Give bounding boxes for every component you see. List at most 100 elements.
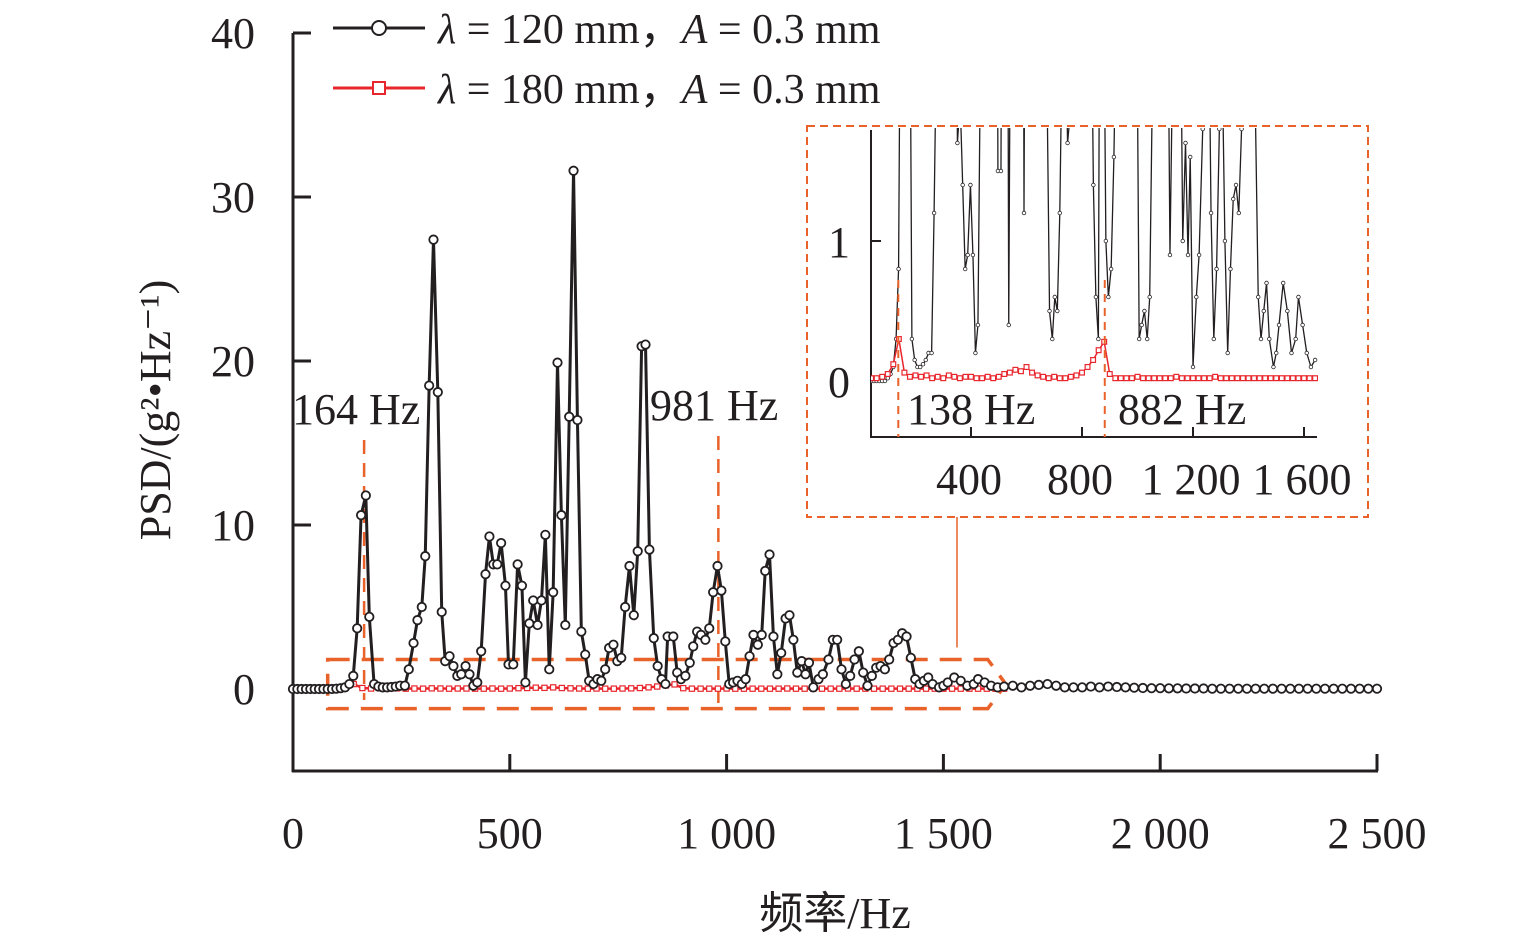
inset-series-120mm-point — [968, 182, 973, 188]
series-120mm-point — [616, 652, 627, 663]
series-180mm-point — [558, 684, 566, 692]
inset-series-180mm-point — [879, 373, 886, 380]
inset-series-120mm-point — [1258, 336, 1264, 342]
inset-series-180mm-point — [1012, 366, 1019, 373]
series-120mm-point — [1077, 682, 1088, 693]
inset-series-120mm-point — [962, 266, 968, 272]
inset-series-180mm-point — [1256, 375, 1263, 382]
series-120mm-point — [942, 677, 953, 688]
inset-series-120mm-point — [1225, 350, 1230, 356]
series-120mm-point — [1111, 681, 1122, 693]
zoom-region-box — [325, 657, 1008, 711]
series-120mm-point — [1189, 683, 1200, 694]
inset-series-120mm-point — [1228, 266, 1233, 272]
inset-series-120mm-line — [871, 128, 1316, 382]
inset-y-tick-label: 0 — [828, 358, 850, 407]
inset-series-180mm-point — [1067, 373, 1074, 380]
series-180mm-point — [818, 685, 826, 692]
series-120mm-point — [1068, 682, 1079, 693]
series-120mm-point — [532, 619, 543, 631]
inset-series-120mm-point — [1220, 57, 1224, 61]
inset-series-180mm-point — [1184, 375, 1191, 382]
series-120mm-point — [716, 585, 727, 596]
series-120mm-point — [1016, 682, 1027, 693]
series-120mm-point — [1129, 682, 1140, 693]
inset-series-180mm-point — [1140, 375, 1147, 382]
series-120mm-point — [1293, 683, 1305, 694]
series-120mm-point — [608, 639, 619, 650]
series-120mm-point — [1172, 683, 1183, 694]
legend-marker-circle — [371, 20, 387, 36]
inset-series-120mm-point — [1261, 308, 1266, 314]
inset-series-120mm-point — [1103, 238, 1109, 244]
inset-series-120mm-point — [1217, 128, 1222, 132]
series-120mm-point — [720, 636, 731, 647]
series-120mm-point — [364, 611, 375, 622]
inset-y-tick-label: 1 — [828, 218, 850, 267]
series-120mm-point — [1137, 682, 1148, 694]
inset-series-180mm-point — [1300, 375, 1307, 382]
y-axis-label: PSD/(g²•Hz⁻¹) — [131, 280, 180, 541]
series-180mm-point — [497, 685, 505, 692]
inset-series-180mm-point — [1262, 375, 1269, 382]
inset-series-180mm-point — [1206, 375, 1213, 382]
series-180mm-point — [463, 685, 470, 692]
inset-series-180mm-point — [945, 372, 952, 379]
inset-series-180mm-point — [1178, 375, 1185, 382]
inset-series-180mm-point — [884, 371, 891, 378]
inset-series-180mm-point — [1045, 375, 1052, 382]
legend-amplitude-symbol: A — [679, 67, 708, 113]
inset-series-180mm-point — [956, 375, 963, 382]
series-120mm-point — [1215, 683, 1227, 694]
series-120mm-point — [1328, 683, 1339, 694]
series-120mm-point — [355, 510, 367, 521]
inset-series-120mm-point — [1057, 210, 1062, 216]
inset-series-120mm-point — [923, 357, 928, 363]
inset-series-120mm-point — [909, 336, 915, 342]
series-120mm-point — [568, 165, 579, 176]
series-120mm-point — [740, 674, 751, 685]
series-120mm-point — [800, 669, 811, 680]
inset-series-180mm-point — [1134, 373, 1141, 380]
series-120mm-point — [492, 559, 503, 570]
series-120mm-point — [1241, 683, 1253, 694]
series-120mm-point — [572, 414, 583, 426]
inset-series-180mm-point — [1195, 375, 1202, 382]
series-120mm-point — [756, 629, 767, 640]
series-120mm-point — [700, 634, 711, 645]
inset-series-120mm-point — [1156, 1, 1160, 5]
inset-series-180mm-point — [962, 373, 969, 380]
inset-series-120mm-point — [973, 350, 978, 356]
x-tick-label: 1 500 — [894, 809, 993, 858]
series-180mm-point — [758, 685, 765, 692]
series-120mm-point — [955, 675, 966, 686]
series-120mm-point — [632, 546, 643, 557]
inset-series-120mm-point — [1196, 252, 1202, 258]
series-180mm-point — [671, 681, 678, 688]
series-180mm-point — [567, 685, 574, 692]
series-120mm-point — [764, 549, 775, 560]
inset-series-120mm-point — [1139, 322, 1144, 328]
y-tick-label: 0 — [233, 665, 255, 714]
series-180mm-point — [515, 684, 522, 692]
inset-series-120mm-point — [896, 266, 901, 272]
inset-series-180mm-point — [1073, 372, 1080, 379]
series-180mm-point — [766, 685, 774, 692]
series-180mm-point — [749, 685, 756, 692]
series-180mm-point — [506, 685, 514, 692]
inset-series-180mm-point — [1128, 375, 1135, 382]
series-120mm-point — [668, 631, 679, 642]
inset-series-120mm-point — [1093, 294, 1099, 300]
series-120mm-point — [360, 490, 371, 501]
series-120mm-point — [744, 651, 755, 662]
series-120mm-point — [403, 664, 414, 675]
series-120mm-point — [784, 610, 795, 621]
inset-x-tick-label: 400 — [936, 455, 1002, 504]
y-tick-label: 40 — [211, 9, 255, 58]
legend-marker-square — [372, 81, 386, 95]
series-120mm-point — [1120, 682, 1131, 693]
series-120mm-point — [1285, 683, 1296, 694]
series-120mm-point — [436, 606, 447, 618]
